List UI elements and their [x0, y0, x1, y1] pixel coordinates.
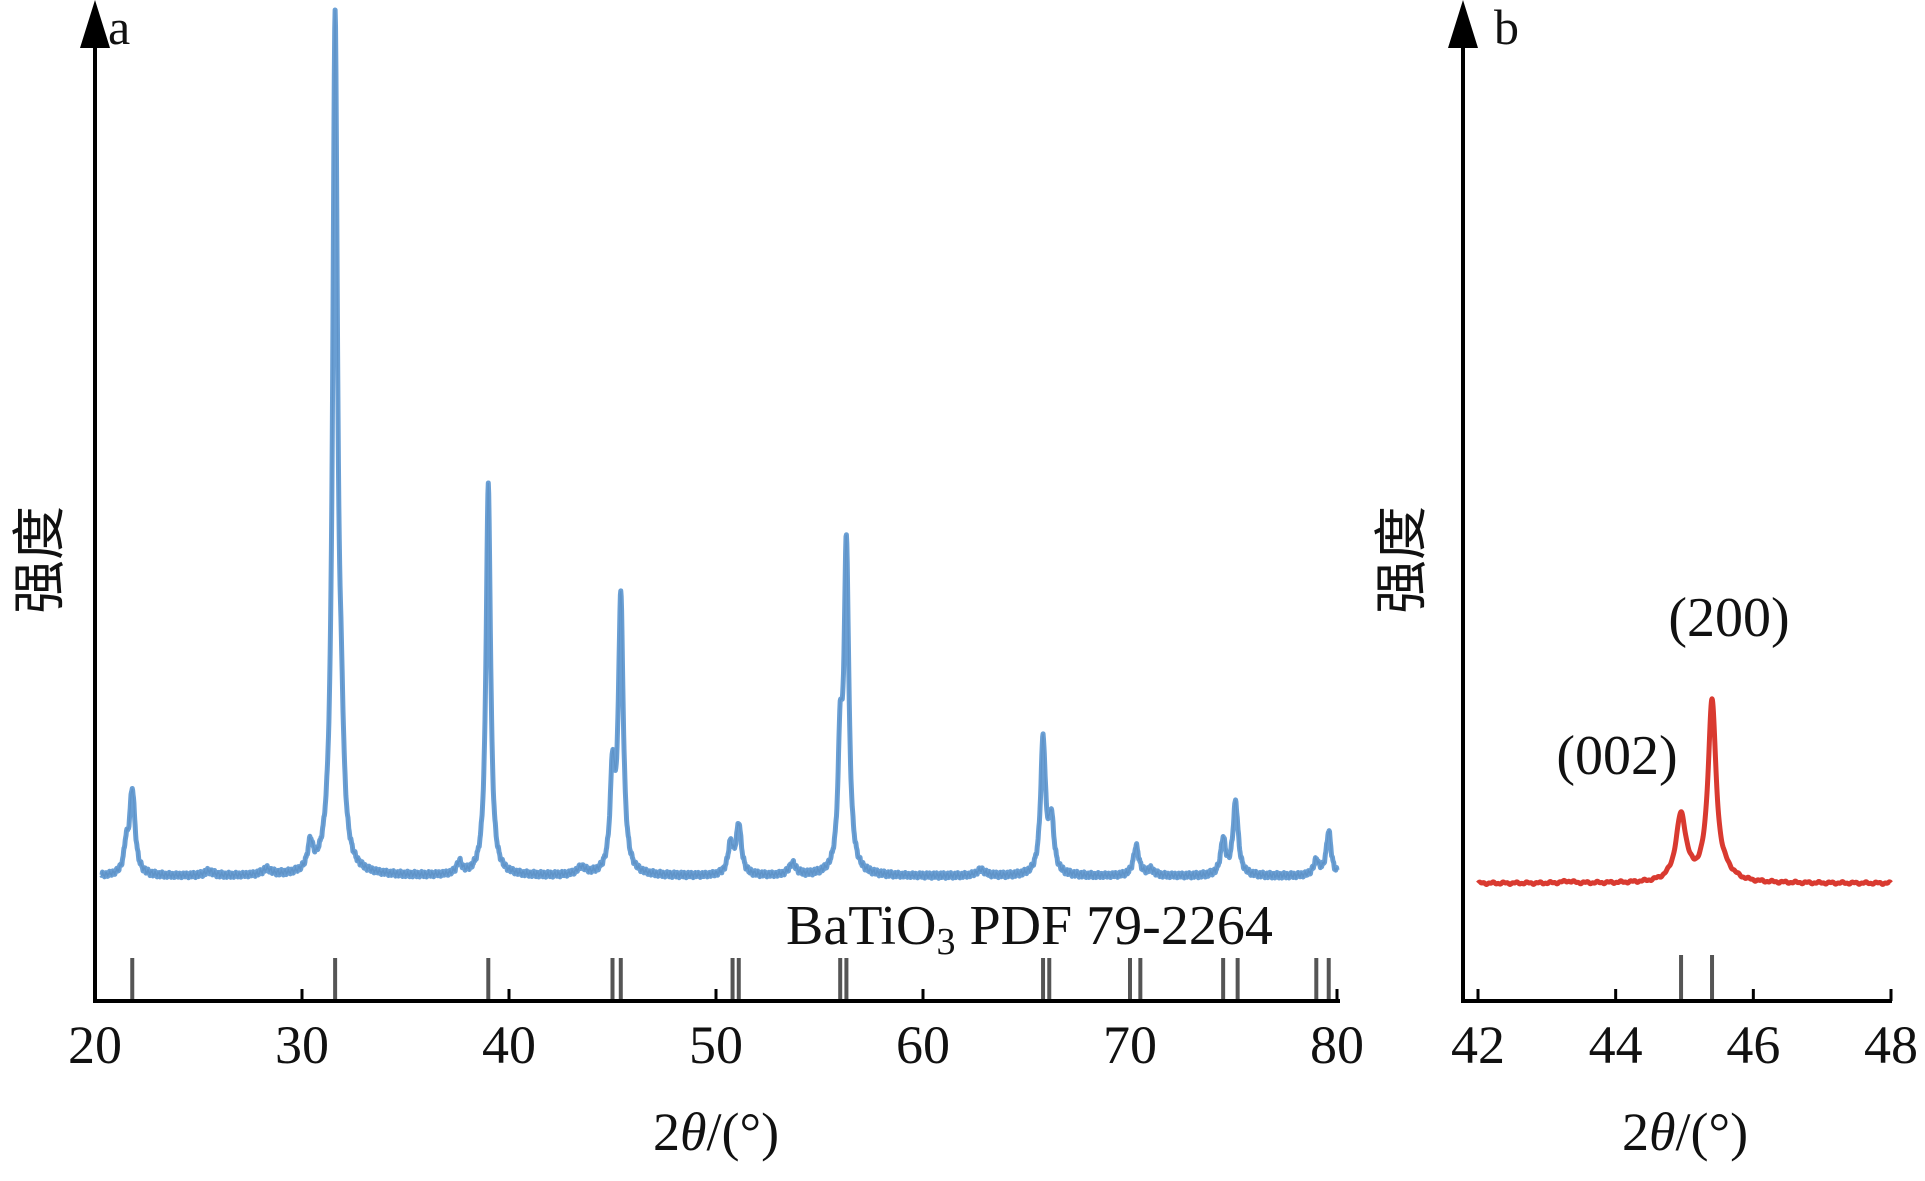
- x-tick-label: 70: [1103, 1015, 1157, 1075]
- x-tick-label: 42: [1451, 1015, 1505, 1075]
- xrd-pattern-a-core: [100, 9, 1338, 881]
- panel-a-letter: a: [108, 0, 130, 55]
- x-tick-label: 20: [68, 1015, 122, 1075]
- x-ticks-b: 42 44 46 48: [1451, 989, 1918, 1075]
- y-axis-title-a: 强度: [10, 506, 70, 614]
- panel-b: b 42 44 46 48 (002) (200) 2θ/(°) 强度: [1372, 0, 1918, 1162]
- x-tick-label: 30: [275, 1015, 329, 1075]
- xrd-pattern-a: [99, 7, 1340, 881]
- y-axis-arrow-a: [80, 0, 110, 48]
- x-tick-label: 50: [689, 1015, 743, 1075]
- x-axis-title-a: 2θ/(°): [653, 1102, 779, 1162]
- x-tick-label: 44: [1589, 1015, 1643, 1075]
- peak-label-002: (002): [1556, 725, 1677, 787]
- panel-a: a 20 30 40 50 60 70 80 BaTiO3 PDF 79-2264 2θ/(…: [10, 0, 1364, 1162]
- x-tick-label: 60: [896, 1015, 950, 1075]
- x-tick-label: 40: [482, 1015, 536, 1075]
- reference-lines-b: [1679, 955, 1715, 999]
- y-axis-title-b: 强度: [1372, 506, 1432, 614]
- x-axis-title-b: 2θ/(°): [1622, 1102, 1748, 1162]
- reference-pdf-label: BaTiO3 PDF 79-2264: [786, 895, 1273, 963]
- xrd-pattern-b: [1475, 696, 1894, 887]
- x-tick-label: 48: [1864, 1015, 1918, 1075]
- reference-lines-a: [130, 958, 1331, 999]
- x-tick-label: 80: [1310, 1015, 1364, 1075]
- x-ticks-a: 20 30 40 50 60 70 80: [68, 989, 1364, 1075]
- peak-label-200: (200): [1668, 587, 1789, 649]
- y-axis-arrow-b: [1448, 0, 1478, 48]
- panel-b-letter: b: [1494, 0, 1519, 55]
- x-tick-label: 46: [1726, 1015, 1780, 1075]
